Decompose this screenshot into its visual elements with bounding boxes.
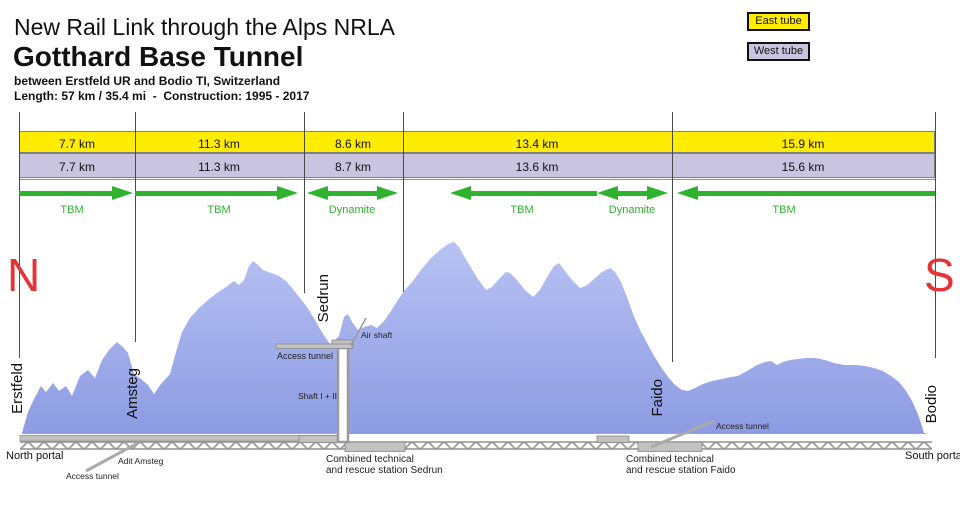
dynamite-arrow-segment4-line — [618, 191, 647, 196]
sedrun-station-block-lower — [344, 441, 406, 452]
east-segment-length: 11.3 km — [198, 137, 240, 151]
air-shaft-label: Air shaft — [361, 330, 393, 340]
tbm-arrow-segment2-head — [277, 186, 298, 200]
west-segment-length: 13.6 km — [515, 160, 559, 174]
dynamite-arrow-segment4-head-left — [597, 186, 618, 200]
east-segment-length: 15.9 km — [781, 137, 825, 151]
diagram-supertitle: New Rail Link through the Alps NRLA — [14, 14, 395, 40]
east-segment-length: 13.4 km — [515, 137, 559, 151]
tbm-arrow-segment4-line — [471, 191, 597, 196]
diagram-subtitle-length: Length: 57 km / 35.4 mi - Construction: … — [14, 89, 310, 103]
air-shaft-line — [350, 317, 367, 346]
legend-east-tube: East tube — [747, 12, 810, 31]
sedrun-station-label: Combined technical and rescue station Se… — [326, 454, 443, 476]
segment-boundary-line — [672, 112, 673, 362]
diagram-title: Gotthard Base Tunnel — [13, 41, 304, 72]
west-segment-length: 15.6 km — [781, 160, 825, 174]
west-tube-bar — [19, 153, 935, 178]
compass-north: N — [7, 249, 41, 301]
faido-access-tunnel-line — [650, 419, 715, 449]
tbm-arrow-segment2-line — [135, 191, 277, 196]
north-portal-label: North portal — [6, 450, 64, 462]
method-label: TBM — [207, 204, 231, 216]
station-label-bodio: Bodio — [923, 385, 940, 424]
tbm-arrow-segment1-head — [112, 186, 133, 200]
station-label-faido: Faido — [649, 379, 666, 417]
diagram-subtitle-route: between Erstfeld UR and Bodio TI, Switze… — [14, 74, 281, 88]
access-tunnel-sedrun-label: Access tunnel — [277, 351, 334, 361]
west-segment-length: 11.3 km — [198, 160, 240, 174]
method-label: TBM — [510, 204, 534, 216]
east-segment-length: 8.6 km — [334, 137, 372, 151]
east-segment-length: 7.7 km — [58, 137, 96, 151]
method-label: Dynamite — [328, 204, 376, 216]
sedrun-shaft — [336, 346, 350, 444]
station-label-sedrun: Sedrun — [315, 274, 332, 323]
segment-boundary-line — [19, 112, 20, 358]
tunnel-cross-passages — [20, 441, 932, 450]
station-label-erstfeld: Erstfeld — [9, 363, 26, 414]
method-label: TBM — [60, 204, 84, 216]
compass-south: S — [924, 249, 955, 301]
tbm-arrow-segment1-line — [19, 191, 112, 196]
tunnel-upper-tube-north — [19, 435, 347, 442]
amsteg-adit-line — [85, 442, 138, 473]
adit-amsteg-label: Adit Amsteg — [118, 456, 164, 466]
dynamite-arrow-segment3-line — [328, 191, 377, 196]
station-label-amsteg: Amsteg — [124, 368, 141, 419]
method-label: Dynamite — [608, 204, 656, 216]
access-tunnel-faido-label: Access tunnel — [716, 421, 769, 431]
tbm-arrow-segment5-line — [698, 191, 935, 196]
dynamite-arrow-segment3-head-left — [307, 186, 328, 200]
faido-station-block-upper — [596, 435, 630, 443]
west-segment-length: 8.7 km — [334, 160, 372, 174]
sedrun-access-tunnel — [275, 343, 353, 349]
dynamite-arrow-segment4-head-right — [647, 186, 668, 200]
legend-west-tube: West tube — [747, 42, 810, 61]
segment-boundary-line — [403, 112, 404, 292]
mountain-profile — [22, 242, 924, 433]
access-tunnel-amsteg-label: Access tunnel — [66, 471, 119, 481]
west-segment-length: 7.7 km — [58, 160, 96, 174]
faido-station-label: Combined technical and rescue station Fa… — [626, 454, 736, 476]
segment-boundary-line — [935, 112, 936, 358]
south-portal-label: South portal — [905, 450, 960, 462]
faido-station-block-lower — [637, 441, 703, 452]
tbm-arrow-segment5-head — [677, 186, 698, 200]
method-label: TBM — [772, 204, 796, 216]
bar-underline — [19, 179, 935, 180]
tbm-arrow-segment4-head — [450, 186, 471, 200]
segment-boundary-line — [135, 112, 136, 342]
dynamite-arrow-segment3-head-right — [377, 186, 398, 200]
shaft-label: Shaft I + II — [298, 391, 337, 401]
segment-boundary-line — [304, 112, 305, 293]
